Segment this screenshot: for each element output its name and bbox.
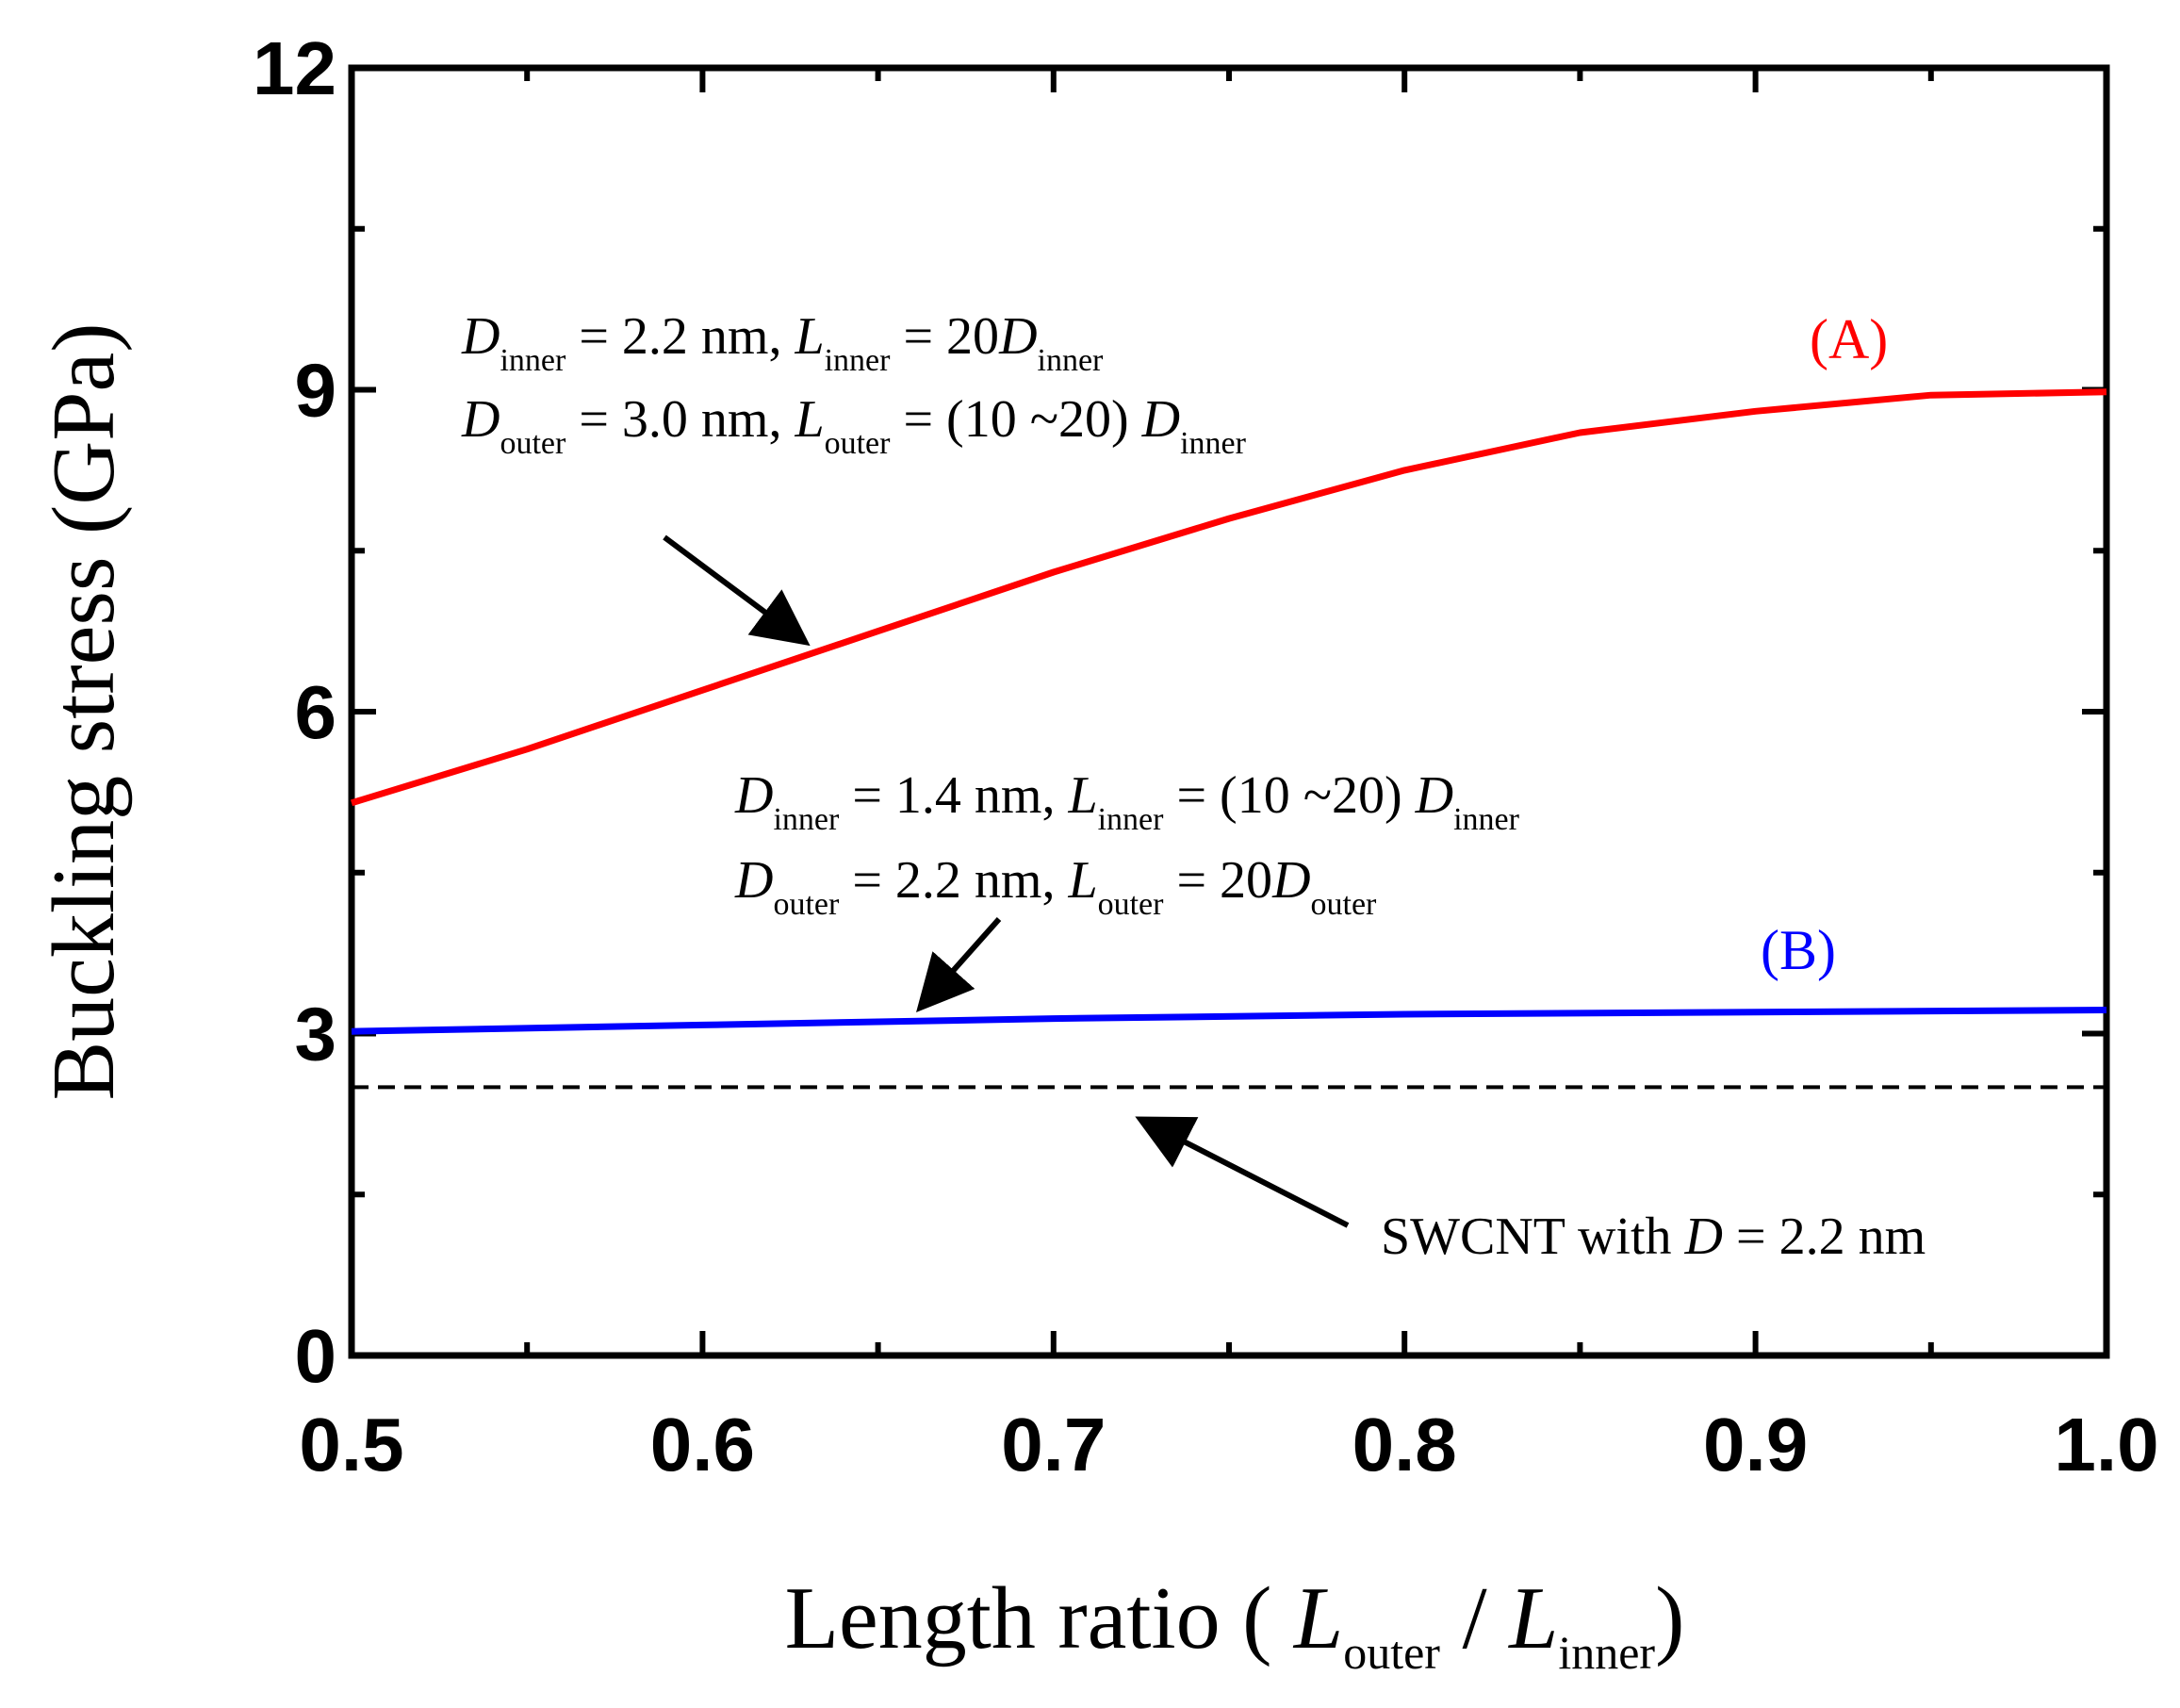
y-axis-title: Buckling stress (GPa) (35, 322, 133, 1100)
annotation-a-line1: Dinner = 2.2 nm, Linner = 20Dinner (461, 307, 1104, 378)
y-tick-label: 6 (295, 670, 337, 754)
x-axis-title: Length ratio ( Louter / Linner) (785, 1569, 1685, 1679)
series-lines (350, 388, 2107, 1090)
y-tick-label: 3 (295, 993, 337, 1076)
axis-tick-labels: 0 3 6 9 12 0.5 0.6 0.7 0.8 0.9 1.0 (253, 26, 2159, 1486)
series-label-b: (B) (1761, 919, 1836, 981)
series-line-0 (350, 388, 2107, 807)
y-tick-label: 12 (253, 26, 336, 110)
annotation-swcnt-arrow (1135, 1116, 1350, 1228)
x-tick-label: 0.6 (650, 1403, 755, 1486)
series-label-a: (A) (1810, 308, 1888, 370)
annotation-a-arrow (663, 534, 811, 647)
x-tick-label: 0.7 (1001, 1403, 1106, 1486)
annotation-b-line1: Dinner = 1.4 nm, Linner = (10 ~20) Dinne… (734, 766, 1520, 837)
x-tick-label: 1.0 (2054, 1403, 2158, 1486)
annotation-a-line2: Douter = 3.0 nm, Louter = (10 ~20) Dinne… (461, 390, 1247, 461)
series-line-1 (351, 1007, 2107, 1035)
annotation-b-line2: Douter = 2.2 nm, Louter = 20Douter (734, 851, 1377, 922)
x-tick-label: 0.9 (1703, 1403, 1808, 1486)
y-tick-label: 9 (295, 349, 337, 433)
annotation-swcnt: SWCNT with D = 2.2 nm (1381, 1207, 1926, 1266)
y-tick-label: 0 (295, 1314, 337, 1398)
axis-ticks (349, 65, 2109, 1358)
annotation-b-arrow (916, 917, 1002, 1012)
x-tick-label: 0.5 (299, 1403, 403, 1486)
x-tick-label: 0.8 (1352, 1403, 1457, 1486)
